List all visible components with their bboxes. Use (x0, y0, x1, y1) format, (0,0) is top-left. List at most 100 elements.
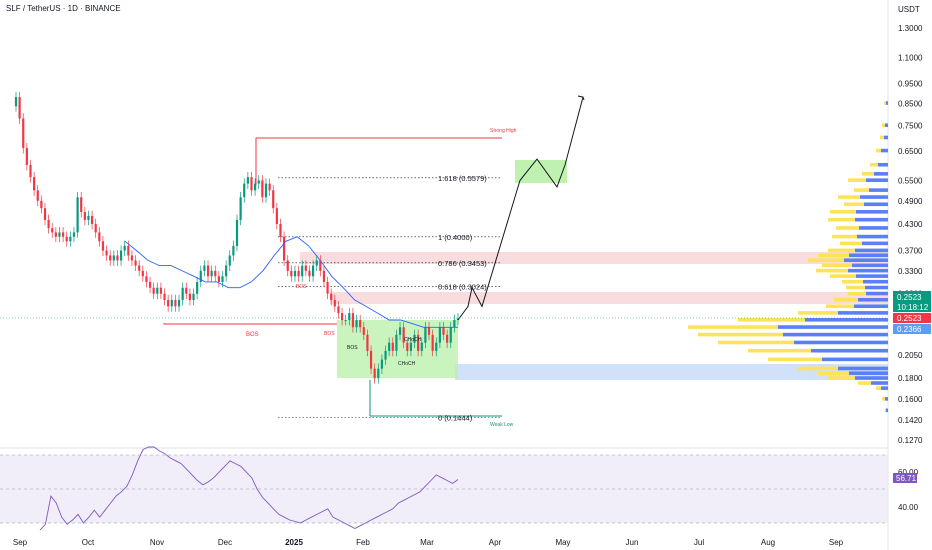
time-tick-label: Feb (356, 538, 370, 547)
volume-bar-buy (811, 348, 888, 353)
time-tick-label: Nov (150, 538, 164, 547)
volume-bar-sell (738, 318, 805, 322)
candle-body (290, 270, 293, 277)
candle-body (261, 180, 264, 198)
candle-body (406, 342, 409, 351)
candle-body (217, 276, 220, 282)
choch-label-1: CHoCH (404, 337, 422, 343)
candle-body (228, 255, 231, 266)
candle-body (384, 350, 387, 360)
volume-bar-sell (862, 172, 874, 176)
candle-body (380, 359, 384, 369)
volume-bar-buy (856, 210, 888, 214)
volume-bar-sell (798, 311, 838, 315)
candle-body (18, 97, 21, 119)
candle-body (138, 265, 141, 271)
volume-bar-buy (881, 148, 888, 153)
volume-bar-buy (862, 241, 888, 246)
volume-bar-buy (859, 226, 888, 230)
candle-body (116, 255, 119, 261)
candle-body (239, 197, 242, 220)
volume-bar-sell (848, 291, 866, 296)
candle-body (293, 270, 297, 277)
volume-bar-sell (718, 340, 794, 345)
candle-body (123, 245, 126, 251)
volume-bar-sell (826, 304, 854, 308)
price-tick-label: 0.1800 (898, 374, 923, 383)
volume-bar-sell (768, 357, 822, 362)
strong-high-label: Strong High (490, 128, 517, 134)
volume-bar-sell (876, 386, 881, 390)
projection-path (457, 96, 584, 321)
fib-levels: 1.618 (0.5579) 1 (0.4000) 0.786 (0.3453) 0.… (278, 174, 502, 422)
volume-bar-sell (836, 226, 859, 230)
volume-bar-buy (864, 202, 888, 207)
candle-body (36, 190, 39, 201)
price-tag-last: 0.2523 10:18:12 (893, 291, 931, 312)
fib-label: 0.618 (0.3024) (438, 282, 487, 291)
candle-body (47, 219, 50, 229)
volume-profile (688, 101, 888, 413)
candle-body (373, 368, 376, 379)
candle-body (225, 265, 228, 277)
candle-body (163, 293, 166, 300)
candle-body (413, 334, 416, 343)
chart-title: SLF / TetherUS · 1D · BINANCE (6, 4, 121, 13)
candle-body (254, 183, 257, 191)
candle-body (232, 245, 235, 256)
resistance-zone-lower (330, 292, 888, 304)
price-axis[interactable]: 1.3000 1.1000 0.9500 0.8500 0.7500 0.6500 0.55… (898, 24, 923, 445)
price-tick-label: 0.3700 (898, 247, 923, 256)
candle-body (311, 265, 315, 277)
svg-text:0.2523: 0.2523 (897, 314, 922, 323)
volume-bar-sell (828, 217, 855, 222)
resistance-zone-upper (300, 252, 888, 264)
candle-body (275, 208, 278, 224)
volume-bar-sell (876, 148, 881, 153)
candle-body (105, 250, 108, 256)
candle-body (420, 342, 423, 351)
volume-bar-buy (866, 291, 888, 296)
candle-body (301, 265, 304, 277)
candle-body (330, 293, 333, 300)
time-tick-label: Apr (489, 538, 502, 547)
volume-bar-buy (884, 135, 888, 140)
volume-bar-sell (885, 408, 886, 413)
volume-bar-sell (838, 195, 860, 199)
candle-body (340, 313, 344, 321)
volume-bar-buy (855, 376, 888, 380)
volume-bar-sell (834, 297, 858, 302)
volume-bar-sell (688, 325, 778, 329)
rsi-tick-60: 60.00 (898, 468, 919, 477)
target-box (515, 160, 567, 183)
volume-bar-sell (748, 348, 811, 353)
time-tick-label: 2025 (285, 538, 303, 547)
support-zone (455, 364, 888, 380)
candle-body (33, 177, 36, 191)
candle-body (272, 190, 275, 209)
candle-body (326, 281, 329, 294)
volume-bar-sell (822, 263, 852, 268)
candle-body (333, 299, 336, 307)
time-tick-label: Jun (626, 538, 639, 547)
projection-arrowhead (577, 95, 585, 101)
price-tick-label: 0.4900 (898, 197, 923, 206)
fib-label: 1 (0.4000) (438, 233, 473, 242)
candle-body (315, 260, 318, 266)
svg-text:0.2523: 0.2523 (897, 293, 922, 302)
volume-bar-sell (844, 202, 864, 207)
candle-body (167, 299, 170, 307)
candle-body (246, 177, 249, 184)
candle-body (43, 208, 47, 220)
candle-body (388, 342, 391, 351)
price-tick-label: 0.1270 (898, 436, 923, 445)
price-tick-label: 0.2050 (898, 351, 923, 360)
volume-bar-buy (855, 248, 888, 253)
candle-body (322, 270, 326, 282)
candle-body (398, 327, 402, 335)
time-axis[interactable]: Sep Oct Nov Dec 2025 Feb Mar Apr May Jun Jul Aug Sep (13, 538, 844, 547)
candle-body (58, 232, 61, 237)
volume-bar-buy (794, 340, 888, 345)
time-tick-label: Dec (218, 538, 232, 547)
